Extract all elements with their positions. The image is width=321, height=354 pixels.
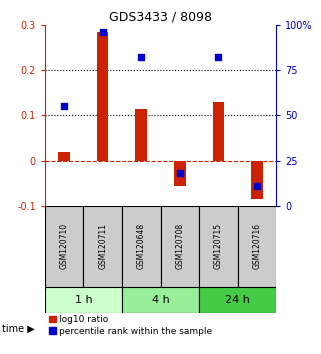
Text: 1 h: 1 h xyxy=(75,295,92,304)
FancyBboxPatch shape xyxy=(160,206,199,286)
Bar xyxy=(213,102,224,161)
Text: GSM120716: GSM120716 xyxy=(252,223,261,269)
Text: 4 h: 4 h xyxy=(152,295,169,304)
FancyBboxPatch shape xyxy=(45,206,83,286)
Text: GSM120715: GSM120715 xyxy=(214,223,223,269)
Text: 24 h: 24 h xyxy=(225,295,250,304)
Legend: log10 ratio, percentile rank within the sample: log10 ratio, percentile rank within the … xyxy=(49,315,213,336)
Text: GSM120710: GSM120710 xyxy=(60,223,69,269)
Title: GDS3433 / 8098: GDS3433 / 8098 xyxy=(109,11,212,24)
Point xyxy=(216,55,221,60)
Text: GSM120648: GSM120648 xyxy=(137,223,146,269)
Bar xyxy=(174,161,186,185)
Bar xyxy=(97,32,108,161)
FancyBboxPatch shape xyxy=(45,286,122,313)
Text: GSM120708: GSM120708 xyxy=(175,223,184,269)
FancyBboxPatch shape xyxy=(122,286,199,313)
Text: time ▶: time ▶ xyxy=(2,324,34,334)
Point xyxy=(254,183,259,189)
FancyBboxPatch shape xyxy=(238,206,276,286)
Bar xyxy=(58,152,70,161)
Point xyxy=(177,171,182,176)
FancyBboxPatch shape xyxy=(83,206,122,286)
FancyBboxPatch shape xyxy=(199,206,238,286)
FancyBboxPatch shape xyxy=(199,286,276,313)
Bar xyxy=(135,109,147,161)
Point xyxy=(62,103,67,109)
Text: GSM120711: GSM120711 xyxy=(98,223,107,269)
Bar xyxy=(251,161,263,199)
Point xyxy=(100,29,105,35)
FancyBboxPatch shape xyxy=(122,206,160,286)
Point xyxy=(139,55,144,60)
